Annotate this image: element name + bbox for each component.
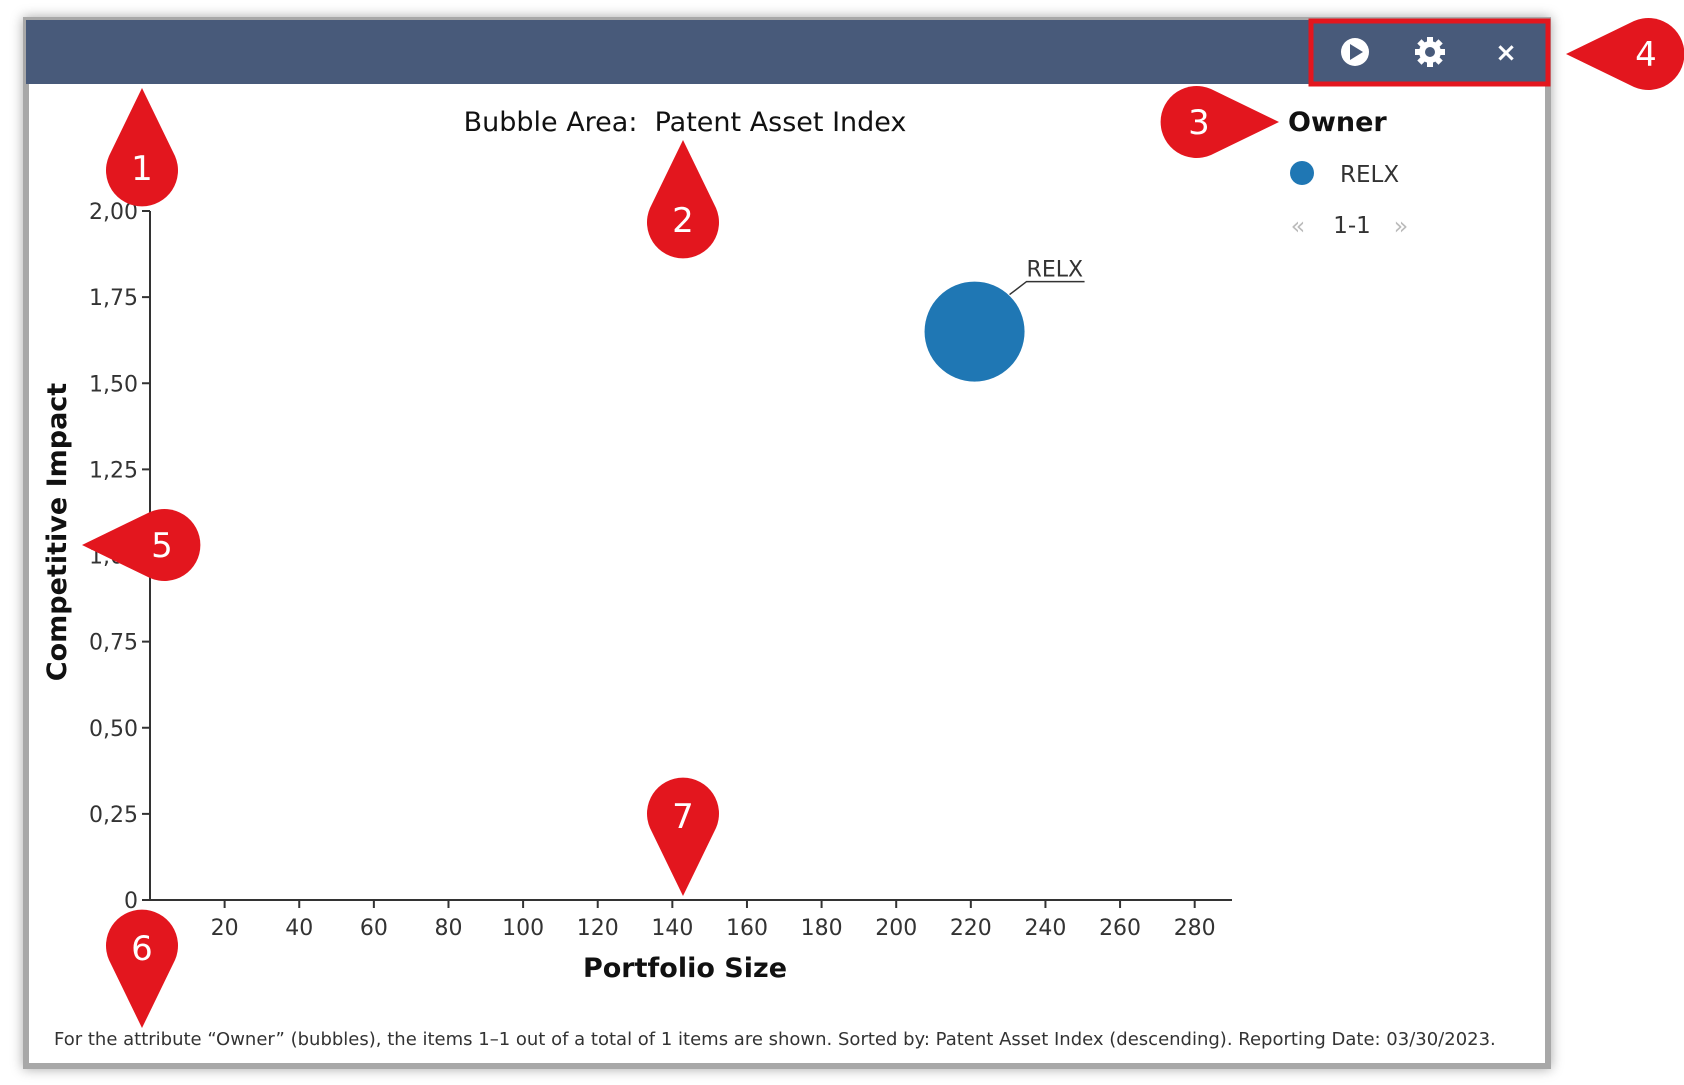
bubble-relx[interactable] [924,281,1025,382]
x-tick-label: 60 [360,916,388,941]
callout-1: 1 [106,88,178,207]
close-button[interactable]: × [1495,38,1517,68]
y-tick-label: 0 [124,889,138,914]
x-tick-label: 140 [651,916,693,941]
svg-text:1: 1 [131,149,153,189]
x-tick-label: 160 [726,916,768,941]
settings-button[interactable] [1415,37,1445,67]
callout-3: 3 [1160,86,1279,158]
y-tick-label: 1,50 [89,372,138,397]
callout-7: 7 [647,777,719,896]
gear-icon [1415,37,1445,67]
legend-next-page-icon[interactable]: » [1394,212,1409,240]
x-tick-label: 40 [285,916,313,941]
x-tick-label: 80 [434,916,462,941]
legend: Owner RELX « 1-1 » [1288,107,1408,240]
window-frame [23,17,1551,1069]
svg-text:3: 3 [1188,103,1210,143]
legend-page-range: 1-1 [1333,213,1371,239]
toolbar-highlight-box [1308,18,1551,87]
svg-text:7: 7 [672,797,694,837]
y-tick-label: 0,50 [89,717,138,742]
title-bar [26,20,1548,84]
callout-2: 2 [647,140,719,259]
legend-swatch [1290,161,1314,185]
bubble-label: RELX [1027,258,1084,283]
y-axis-label: Competitive Impact [42,383,73,682]
svg-text:6: 6 [131,929,153,969]
x-tick-label: 180 [801,916,843,941]
legend-item-relx[interactable]: RELX [1290,161,1399,188]
x-tick-label: 260 [1099,916,1141,941]
play-button[interactable] [1341,38,1369,66]
svg-text:5: 5 [151,526,173,566]
callout-5: 5 [82,509,201,581]
x-tick-label: 220 [950,916,992,941]
y-tick-label: 1,25 [89,458,138,483]
callout-4: 4 [1566,18,1684,90]
callouts: 1 2 3 4 5 6 7 [82,18,1684,1028]
chart-title: Bubble Area: Patent Asset Index [464,107,907,138]
y-tick-label: 0,25 [89,803,138,828]
legend-title: Owner [1288,107,1387,138]
svg-text:2: 2 [672,201,694,241]
axes: 00,250,500,751,001,251,501,752,002040608… [89,200,1232,941]
x-tick-label: 280 [1174,916,1216,941]
play-triangle [1350,44,1363,60]
x-tick-label: 20 [211,916,239,941]
x-tick-label: 200 [875,916,917,941]
y-tick-label: 0,75 [89,631,138,656]
legend-item-label: RELX [1340,162,1399,188]
footnote: For the attribute “Owner” (bubbles), the… [54,1029,1496,1050]
x-tick-label: 120 [577,916,619,941]
x-tick-label: 240 [1024,916,1066,941]
close-icon: × [1495,38,1517,68]
plot-area: RELX [924,258,1085,382]
y-tick-label: 1,75 [89,286,138,311]
x-tick-label: 100 [502,916,544,941]
svg-text:4: 4 [1635,35,1657,75]
bubble-label-leader [1009,280,1085,296]
callout-6: 6 [106,909,178,1028]
x-axis-label: Portfolio Size [583,953,787,984]
legend-prev-page-icon[interactable]: « [1291,212,1306,240]
